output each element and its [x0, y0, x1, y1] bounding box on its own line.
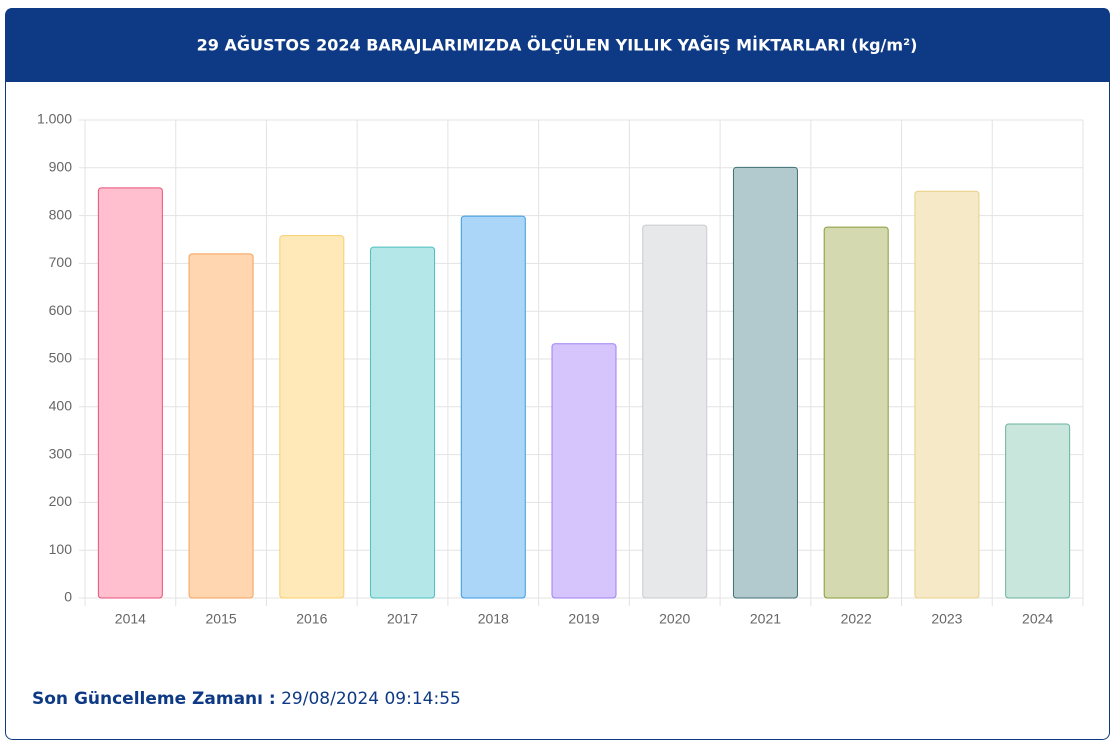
x-tick-label: 2024: [1022, 611, 1053, 627]
bar: [551, 343, 617, 599]
y-tick-label: 800: [49, 206, 73, 222]
x-tick-label: 2021: [750, 611, 781, 627]
card-header: [5, 8, 1110, 82]
y-tick-label: 400: [49, 398, 73, 414]
bar: [370, 246, 436, 599]
y-tick-label: 100: [49, 541, 73, 557]
y-tick-label: 1.000: [37, 111, 72, 127]
y-tick-label: 200: [49, 493, 73, 509]
y-tick-label: 500: [49, 350, 73, 366]
bar: [732, 166, 798, 599]
y-tick-label: 0: [64, 589, 72, 605]
chart-title: 29 AĞUSTOS 2024 BARAJLARIMIZDA ÖLÇÜLEN Y…: [197, 36, 918, 55]
x-tick-label: 2016: [296, 611, 327, 627]
bar: [460, 215, 526, 599]
y-tick-label: 900: [49, 159, 73, 175]
bar: [642, 224, 708, 599]
bar: [1005, 423, 1071, 599]
x-tick-label: 2019: [568, 611, 599, 627]
footer-label: Son Güncelleme Zamanı :: [32, 689, 276, 709]
bar: [188, 253, 254, 599]
x-tick-label: 2015: [206, 611, 237, 627]
x-tick-label: 2018: [478, 611, 509, 627]
x-tick-label: 2020: [659, 611, 690, 627]
bar: [97, 187, 163, 599]
x-tick-label: 2023: [931, 611, 962, 627]
bar: [823, 226, 889, 599]
bar: [914, 190, 980, 599]
y-tick-label: 700: [49, 254, 73, 270]
x-tick-label: 2022: [841, 611, 872, 627]
bar: [279, 235, 345, 599]
x-tick-label: 2014: [115, 611, 146, 627]
footer: Son Güncelleme Zamanı : 29/08/2024 09:14…: [32, 689, 461, 709]
footer-value: 29/08/2024 09:14:55: [281, 689, 461, 709]
y-tick-label: 300: [49, 445, 73, 461]
x-tick-label: 2017: [387, 611, 418, 627]
y-tick-label: 600: [49, 302, 73, 318]
